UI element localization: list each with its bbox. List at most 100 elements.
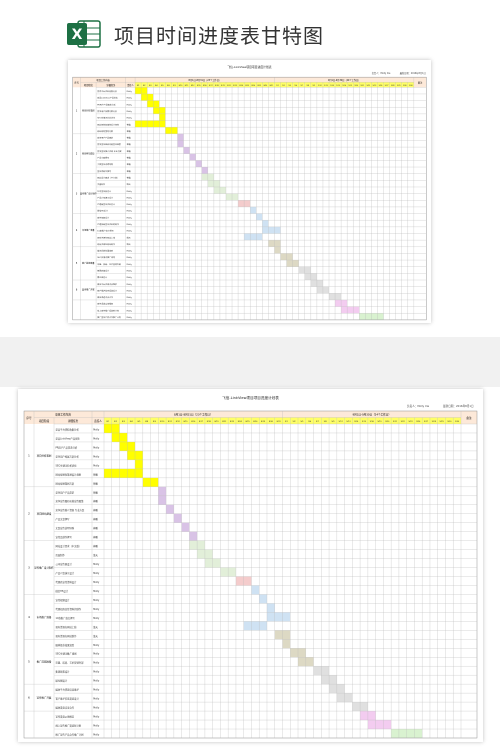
task-name: 竞争宣传推介资源 专业方案	[56, 508, 85, 512]
date-label: 8/31	[270, 85, 274, 87]
date-label: 8/4	[155, 85, 158, 87]
task-name: SEO关键词推广规划	[56, 652, 78, 656]
task-name: 推广宣传产品合作推广计划	[97, 315, 121, 319]
gantt-bar	[158, 495, 167, 505]
date-label: 9/6	[308, 421, 312, 423]
task-owner: Molly	[127, 251, 133, 253]
task-name: 现有资源在网站上线	[56, 625, 78, 629]
task-owner: Molly	[127, 264, 133, 266]
task-name: 网站规划和策划设计规划	[56, 472, 82, 476]
task-name: 竞争用户拓展方案分析	[97, 109, 117, 113]
date-cell	[153, 82, 160, 88]
sheet-title: 飞信-LinkView项目项目进度计划表	[222, 395, 279, 400]
date-label: 9/2	[282, 85, 285, 87]
task-name: 代理招商宣传资料的制作	[56, 607, 82, 611]
task-owner: 神雕	[93, 472, 98, 476]
date-cell	[189, 417, 198, 424]
date-label: 8/17	[209, 85, 213, 87]
date-label: 8/9	[173, 85, 176, 87]
task-owner: Molly	[93, 617, 100, 620]
date-cell	[256, 82, 263, 88]
period-august: 8月1日-8月31日（23个工作日）	[189, 78, 221, 82]
date-label: 9/20	[385, 421, 390, 423]
date-label: 8/4	[130, 421, 134, 423]
date-cell	[280, 82, 287, 88]
date-cell	[147, 82, 154, 88]
date-label: 9/19	[377, 421, 382, 423]
task-owner: Molly	[93, 698, 100, 701]
task-owner: Molly	[127, 224, 133, 226]
date-label: 8/15	[197, 85, 201, 87]
group-stage: 宣传推广设计制作	[80, 191, 97, 195]
date-cell	[166, 417, 174, 424]
date-cell	[313, 417, 322, 424]
date-cell	[111, 417, 120, 424]
date-cell	[321, 417, 330, 424]
task-name: 现有资源在网站上线	[97, 235, 115, 239]
group-stage: 推广前期准备	[37, 660, 52, 664]
date-cell	[259, 417, 267, 424]
date-label: 8/1	[106, 421, 109, 423]
date-cell	[298, 82, 305, 88]
group-seq: 2	[76, 153, 78, 156]
col-stage: 项目阶段	[39, 419, 50, 423]
date-cell	[329, 82, 336, 88]
period-september: 9月1日-9月30日（24个工作日）	[328, 78, 360, 82]
date-label: 8/23	[230, 421, 235, 423]
task-owner: Molly	[127, 317, 133, 319]
task-owner: Molly	[93, 725, 100, 728]
task-owner: Molly	[93, 707, 100, 710]
date-cell	[141, 82, 148, 88]
date-label: 9/30	[403, 85, 407, 87]
date-label: 8/11	[185, 85, 189, 87]
date-label: 9/5	[288, 85, 291, 87]
task-name: 竞品LinkView产品优势	[56, 436, 81, 440]
gantt-bar	[189, 153, 196, 161]
col-note: 备注	[418, 80, 423, 84]
date-label: 9/7	[300, 85, 303, 87]
task-name: 宣传视频设计	[56, 598, 71, 602]
gantt-bar	[173, 513, 182, 523]
date-label: 9/21	[393, 421, 397, 423]
date-label: 9/19	[348, 85, 352, 87]
task-name: 宣传品制作撰写	[56, 535, 73, 539]
date-label: 8/9	[153, 421, 157, 423]
task-owner: 神雕	[93, 481, 98, 485]
date-cell	[383, 82, 390, 88]
task-name: 媒体渠道洽谈合作	[56, 706, 75, 710]
date-label: 9/28	[391, 85, 395, 87]
date-cell	[305, 417, 314, 424]
date-cell	[119, 417, 128, 424]
date-label: 8/19	[221, 85, 225, 87]
date-cell	[414, 417, 423, 424]
task-name: 竞争宣传推介资源 专业方案	[97, 149, 121, 153]
date-cell	[395, 82, 402, 88]
date-label: 8/30	[269, 421, 274, 423]
date-label: 9/27	[385, 85, 389, 87]
gantt-bar	[341, 306, 360, 314]
date-cell	[375, 417, 384, 424]
task-owner: Molly	[93, 680, 100, 683]
task-owner: 神雕	[127, 122, 131, 126]
col-owner: 责任人	[127, 83, 134, 87]
task-owner: Molly	[127, 257, 133, 259]
group-stage: 项目网站建设	[82, 152, 94, 156]
task-name: 产品文案撰写	[56, 517, 71, 521]
gantt-bar	[201, 167, 208, 174]
date-label: 8/24	[239, 85, 243, 87]
task-owner: Molly	[93, 644, 100, 647]
date-label: 9/15	[362, 421, 366, 423]
date-cell	[453, 417, 461, 424]
date-label: 8/12	[191, 85, 195, 87]
date-label: 9/27	[424, 421, 428, 423]
date-label: 9/29	[440, 421, 445, 423]
date-label: 9/16	[370, 421, 375, 423]
date-label: 8/25	[246, 421, 250, 423]
task-name: 网站设计需求（中文版）	[97, 175, 119, 179]
task-name: 竞争用户产品需求	[97, 136, 113, 140]
date-cell	[183, 82, 190, 88]
task-name: 宣传渠道以地推宣	[56, 715, 75, 719]
date-cell	[159, 82, 166, 88]
gantt-bar	[259, 594, 267, 604]
